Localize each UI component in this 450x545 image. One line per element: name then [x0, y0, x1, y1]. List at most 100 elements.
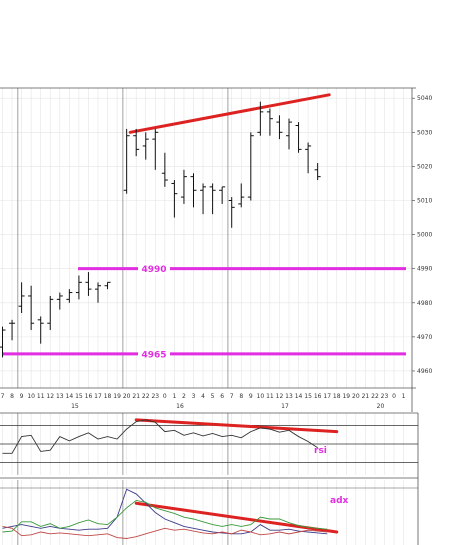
- ohlc-bar: [47, 295, 54, 331]
- session-label: 16: [176, 403, 184, 410]
- ohlc-bar: [305, 142, 312, 174]
- ohlc-bar: [161, 152, 168, 187]
- x-tick-label: 1: [402, 393, 406, 400]
- panel-frames: [0, 87, 419, 545]
- session-label: 17: [281, 403, 289, 410]
- y-tick-label: 4960: [417, 368, 432, 375]
- x-tick-label: 5: [211, 393, 215, 400]
- x-tick-label: 15: [75, 393, 83, 400]
- ohlc-bar: [257, 101, 264, 136]
- y-tick-label: 5020: [417, 163, 432, 170]
- x-tick-label: 17: [94, 393, 102, 400]
- x-tick-label: 7: [1, 393, 5, 400]
- rsi-label: rsi: [314, 446, 327, 456]
- x-tick-label: 7: [230, 393, 234, 400]
- ohlc-bar: [95, 282, 101, 303]
- x-tick-label: 19: [342, 393, 350, 400]
- ohlc-bar: [266, 108, 273, 136]
- level-label-bg: [138, 347, 170, 360]
- ohlc-bar: [28, 285, 35, 331]
- ohlc-bar: [123, 128, 130, 194]
- ohlc-bar: [276, 115, 283, 140]
- price-trendline: [128, 93, 331, 134]
- level-label-bg: [138, 262, 170, 275]
- ohlc-bar: [286, 118, 292, 150]
- y-tick-label: 4980: [417, 300, 432, 307]
- x-tick-label: 15: [304, 393, 312, 400]
- level-label-4965: 4965: [141, 350, 166, 360]
- ohlc-bar: [200, 183, 207, 215]
- x-tick-label: 4: [201, 393, 205, 400]
- y-tick-label: 5030: [417, 129, 432, 136]
- x-tick-label: 22: [371, 393, 379, 400]
- x-tick-label: 13: [285, 393, 293, 400]
- x-tick-label: 0: [392, 393, 396, 400]
- x-tick-label: 12: [276, 393, 284, 400]
- x-tick-label: 1: [172, 393, 176, 400]
- ohlc-bar: [142, 132, 149, 160]
- ohlc-bar: [104, 281, 111, 290]
- ohlc-bar: [56, 292, 63, 310]
- session-label: 20: [377, 403, 385, 410]
- ohlc-bar: [247, 132, 254, 201]
- grid-layer: [0, 88, 412, 545]
- y-tick-label: 5010: [417, 198, 432, 205]
- -di-line: [2, 525, 328, 539]
- x-tick-label: 9: [249, 393, 253, 400]
- x-tick-label: 17: [323, 393, 331, 400]
- x-tick-label: 11: [37, 393, 45, 400]
- y-tick-label: 4990: [417, 266, 432, 273]
- level-label-4990: 4990: [141, 265, 166, 275]
- x-tick-label: 12: [46, 393, 54, 400]
- ohlc-bar: [152, 128, 159, 170]
- x-tick-label: 16: [314, 393, 322, 400]
- x-tick-label: 10: [27, 393, 35, 400]
- x-tick-label: 23: [151, 393, 159, 400]
- x-tick-label: 8: [10, 393, 14, 400]
- x-tick-label: 11: [266, 393, 274, 400]
- ohlc-bar: [9, 319, 16, 341]
- x-tick-label: 21: [132, 393, 140, 400]
- x-tick-label: 20: [352, 393, 360, 400]
- price-bars: [0, 101, 321, 358]
- x-tick-label: 10: [257, 393, 265, 400]
- indicator-lines: [2, 419, 328, 539]
- x-tick-label: 19: [113, 393, 121, 400]
- ohlc-bar: [18, 282, 25, 313]
- x-tick-label: 21: [362, 393, 370, 400]
- ohlc-bar: [133, 128, 140, 157]
- x-tick-label: 8: [239, 393, 243, 400]
- adx-trendline: [134, 501, 339, 534]
- ohlc-bar: [209, 183, 216, 215]
- ohlc-bar: [0, 326, 6, 358]
- x-tick-label: 6: [220, 393, 224, 400]
- ohlc-bar: [219, 186, 226, 204]
- y-tick-label: 4970: [417, 334, 432, 341]
- +di-line: [2, 499, 328, 533]
- x-tick-label: 9: [20, 393, 24, 400]
- x-tick-label: 20: [123, 393, 131, 400]
- ohlc-bar: [37, 316, 44, 344]
- x-tick-label: 18: [104, 393, 112, 400]
- ohlc-bar: [295, 122, 302, 153]
- ohlc-bar: [75, 275, 82, 300]
- x-tick-label: 13: [56, 393, 64, 400]
- ohlc-bar: [228, 197, 235, 228]
- rsi-trendline: [134, 418, 339, 434]
- x-tick-label: 23: [381, 393, 389, 400]
- x-tick-label: 0: [163, 393, 167, 400]
- x-tick-label: 14: [295, 393, 303, 400]
- adx-label: adx: [330, 496, 349, 506]
- ohlc-bar: [190, 173, 197, 208]
- x-tick-label: 14: [66, 393, 74, 400]
- ohlc-bar: [314, 163, 321, 181]
- x-tick-label: 16: [85, 393, 93, 400]
- ohlc-bar: [180, 169, 187, 204]
- ohlc-bar: [85, 272, 92, 296]
- x-tick-label: 3: [192, 393, 196, 400]
- session-label: 15: [71, 403, 79, 410]
- ohlc-bar: [171, 180, 178, 218]
